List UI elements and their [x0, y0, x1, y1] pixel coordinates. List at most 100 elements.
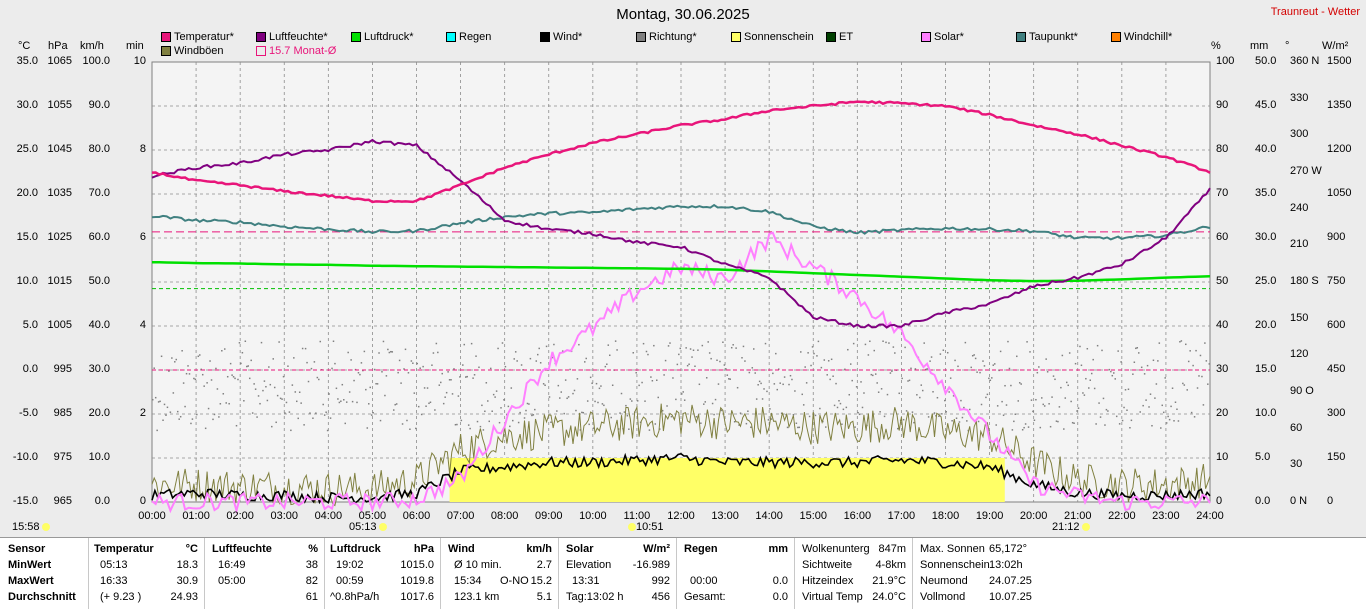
direction-dot	[1173, 420, 1175, 422]
tick-temp: -15.0	[12, 495, 38, 507]
legend-label: Temperatur*	[174, 31, 234, 43]
direction-dot	[407, 372, 410, 374]
direction-dot	[460, 419, 463, 422]
direction-dot	[553, 343, 555, 346]
direction-dot	[1058, 406, 1061, 408]
sunrise-marker: 05:13	[349, 521, 387, 533]
stats-solar-max: 992	[651, 575, 670, 587]
direction-dot	[711, 402, 714, 405]
direction-dot	[952, 395, 955, 397]
direction-dot	[730, 346, 733, 349]
direction-dot	[263, 380, 266, 382]
direction-dot	[958, 421, 961, 423]
tick-humidity: 50	[1216, 275, 1229, 287]
direction-dot	[635, 372, 637, 374]
direction-dot	[212, 418, 214, 421]
legend-label: ET	[839, 31, 854, 43]
direction-dot	[804, 366, 806, 368]
sunshine-bar	[783, 458, 789, 502]
direction-dot	[1183, 384, 1186, 386]
direction-dot	[1065, 381, 1068, 384]
legend-item-windb-en: Windböen	[161, 45, 224, 57]
legend-swatch	[256, 46, 266, 56]
tick-direction: 150	[1290, 311, 1309, 324]
direction-dot	[551, 356, 554, 359]
direction-dot	[644, 400, 646, 402]
direction-dot	[247, 365, 250, 367]
tick-humidity: 100	[1216, 55, 1235, 67]
direction-dot	[685, 347, 687, 349]
direction-dot	[573, 389, 576, 392]
sunshine-bar	[872, 458, 877, 502]
tick-direction: 300	[1290, 128, 1309, 141]
sunshine-bar	[486, 458, 491, 502]
direction-dot	[495, 390, 498, 392]
direction-dot	[500, 407, 502, 409]
direction-dot	[1115, 415, 1118, 418]
direction-dot	[485, 382, 488, 384]
direction-dot	[591, 382, 593, 385]
direction-dot	[610, 416, 612, 419]
direction-dot	[503, 399, 505, 401]
sunshine-bar	[728, 458, 733, 502]
stats-extra-value: 13:02h	[989, 559, 1023, 571]
direction-dot	[1086, 347, 1089, 350]
tick-solar: 300	[1327, 407, 1346, 419]
direction-dot	[385, 375, 388, 377]
direction-dot	[750, 426, 752, 429]
sunrise-time: 05:13	[349, 521, 377, 533]
direction-dot	[473, 374, 476, 376]
direction-dot	[614, 340, 617, 342]
tick-direction: 120	[1290, 348, 1309, 361]
sunshine-bar	[556, 458, 561, 502]
direction-dot	[1018, 382, 1021, 384]
tick-direction: 90 O	[1290, 385, 1314, 397]
tick-wind: 0.0	[94, 495, 110, 507]
direction-dot	[341, 383, 344, 386]
direction-dot	[207, 407, 210, 410]
direction-dot	[492, 393, 495, 396]
direction-dot	[795, 422, 798, 425]
direction-dot	[1029, 351, 1031, 353]
direction-dot	[874, 373, 877, 375]
tick-rain: 10.0	[1255, 407, 1277, 419]
stats-rain-max: 0.0	[772, 575, 788, 587]
tick-solar: 450	[1327, 363, 1346, 375]
direction-dot	[440, 381, 442, 384]
direction-dot	[428, 402, 430, 405]
direction-dot	[863, 392, 865, 394]
tick-pressure: 1065	[47, 55, 72, 67]
direction-dot	[435, 342, 438, 345]
direction-dot	[657, 396, 659, 399]
sunshine-bar	[666, 458, 671, 502]
sunshine-bar	[769, 458, 774, 502]
direction-dot	[1090, 372, 1093, 375]
tick-solar: 1500	[1327, 55, 1352, 67]
direction-dot	[845, 406, 848, 409]
direction-dot	[561, 350, 564, 352]
direction-dot	[1105, 408, 1108, 411]
direction-dot	[992, 364, 995, 366]
stats-extra-label: Hitzeindex	[802, 575, 854, 587]
direction-dot	[616, 349, 618, 351]
direction-dot	[431, 364, 433, 366]
sunshine-bar	[655, 458, 660, 502]
direction-dot	[891, 370, 893, 372]
stats-extra1-col: Wolkenunterg 847m Sichtweite 4-8km Hitzein…	[794, 538, 913, 609]
legend-swatch	[351, 32, 361, 42]
direction-dot	[382, 340, 385, 343]
tick-time: 00:00	[138, 510, 166, 522]
station-name[interactable]: Traunreut - Wetter	[1270, 6, 1360, 18]
direction-dot	[929, 360, 931, 362]
direction-dot	[197, 355, 200, 358]
direction-dot	[913, 421, 915, 424]
sunshine-bar	[453, 458, 458, 502]
direction-dot	[368, 403, 370, 405]
sunshine-bar	[952, 458, 958, 502]
direction-dot	[757, 384, 759, 386]
sunshine-bar	[563, 458, 568, 502]
direction-dot	[819, 407, 821, 410]
direction-dot	[1074, 362, 1077, 365]
direction-dot	[176, 410, 179, 413]
direction-dot	[285, 401, 288, 404]
